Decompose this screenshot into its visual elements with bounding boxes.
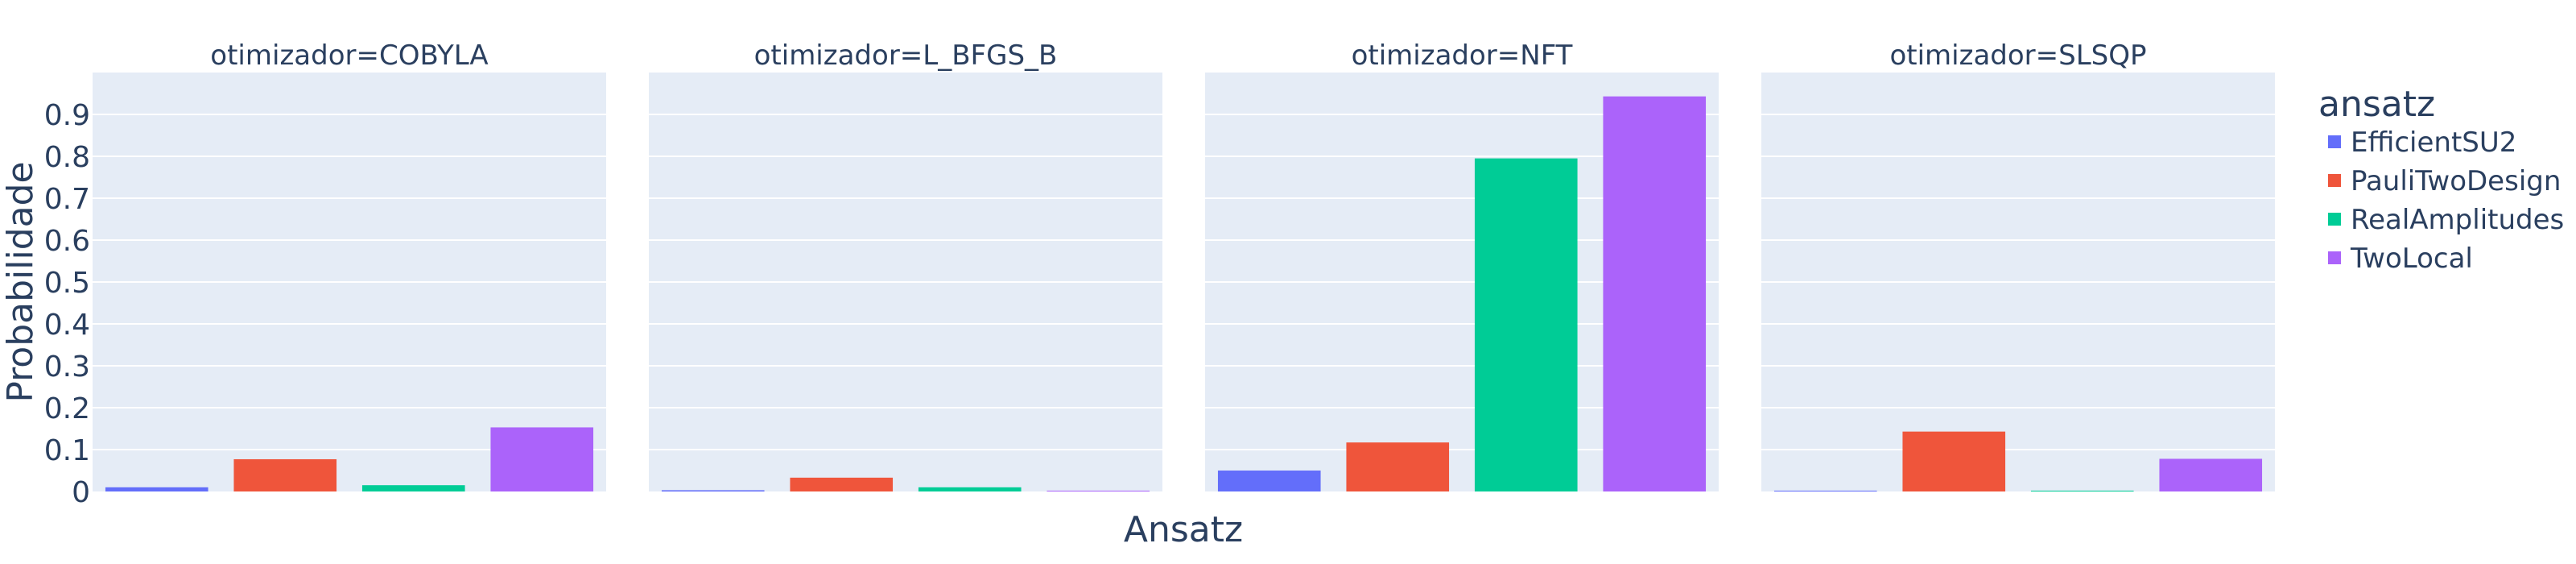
bar-nft-twolocal [1603,96,1707,491]
y-tick-label: 0.6 [44,225,90,258]
bar-cobyla-paulitwodesign [233,458,337,491]
y-tick-label: 0.3 [44,350,90,384]
legend-swatch [2328,213,2341,226]
facet-panels: otimizador=COBYLA otimizador=L_BFGS_B otim… [93,39,2275,491]
bar-cobyla-realamplitudes [361,485,465,491]
legend-label: EfficientSU2 [2351,126,2516,159]
legend-title: ansatz [2318,84,2435,125]
bar-cobyla-efficientsu2 [105,487,208,491]
legend-item-realamplitudes[interactable]: RealAmplitudes [2328,204,2564,236]
legend-label: TwoLocal [2350,243,2473,275]
bar-nft-efficientsu2 [1217,471,1321,491]
bar-nft-paulitwodesign [1346,442,1450,491]
bar-slsqp-paulitwodesign [1902,431,2006,491]
bar-cobyla-twolocal [490,427,594,491]
facet-title: otimizador=NFT [1352,39,1573,72]
y-tick-label: 0.4 [44,309,90,342]
y-tick-label: 0.9 [44,99,90,132]
facet-panel-slsqp: otimizador=SLSQP [1761,39,2275,491]
legend-swatch [2328,135,2341,148]
facet-title: otimizador=SLSQP [1889,39,2146,72]
legend-item-paulitwodesign[interactable]: PauliTwoDesign [2328,165,2561,197]
y-axis: 0 0.1 0.2 0.3 0.4 0.5 0.6 0.7 0.8 0.9 [44,99,90,509]
legend-item-efficientsu2[interactable]: EfficientSU2 [2328,126,2516,159]
bar-nft-realamplitudes [1474,158,1578,491]
y-tick-label: 0 [72,476,90,509]
y-tick-label: 0.2 [44,392,90,425]
bar-l_bfgs_b-efficientsu2 [661,490,765,491]
y-axis-title: Probabilidade [0,161,41,402]
bar-l_bfgs_b-paulitwodesign [790,477,894,491]
legend: ansatz EfficientSU2 PauliTwoDesign RealAmp… [2318,84,2564,275]
facet-panel-cobyla: otimizador=COBYLA [93,39,606,491]
legend-swatch [2328,251,2341,264]
y-tick-label: 0.5 [44,267,90,300]
bar-l_bfgs_b-realamplitudes [918,487,1022,491]
facet-panel-l_bfgs_b: otimizador=L_BFGS_B [649,39,1162,491]
x-axis-title: Ansatz [1124,509,1243,550]
y-tick-label: 0.7 [44,183,90,216]
legend-item-twolocal[interactable]: TwoLocal [2328,243,2473,275]
facet-title: otimizador=L_BFGS_B [754,39,1058,72]
y-tick-label: 0.8 [44,141,90,174]
y-tick-label: 0.1 [44,434,90,467]
facet-panel-nft: otimizador=NFT [1205,39,1719,491]
legend-swatch [2328,174,2341,187]
facet-title: otimizador=COBYLA [210,39,488,72]
bar-slsqp-twolocal [2159,458,2263,491]
legend-label: PauliTwoDesign [2351,165,2561,197]
legend-label: RealAmplitudes [2351,204,2564,236]
